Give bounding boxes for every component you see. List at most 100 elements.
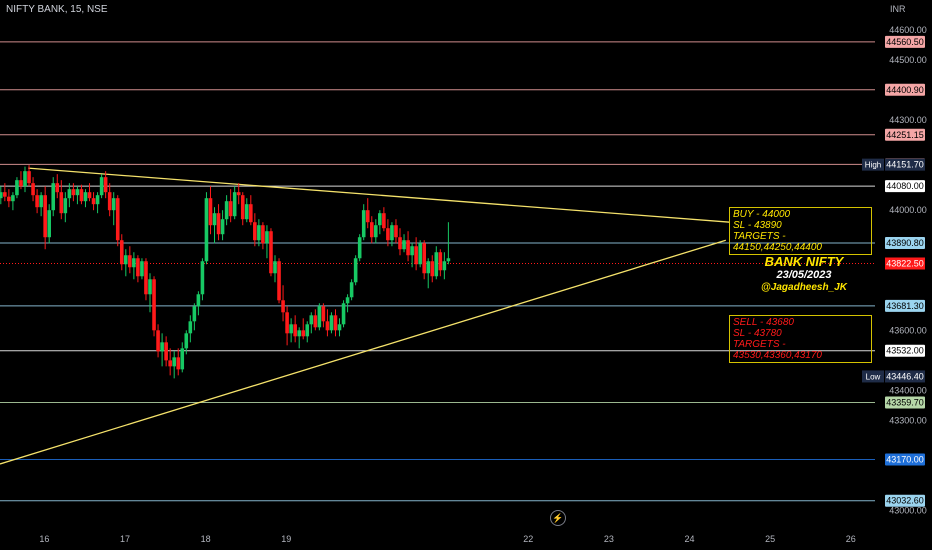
candle-body	[124, 255, 128, 265]
y-tick-label: 44300.00	[889, 115, 927, 125]
candle-body	[0, 192, 3, 199]
candle-body	[208, 198, 213, 226]
x-tick-label: 18	[201, 534, 211, 544]
annotation-title: BANK NIFTY	[764, 254, 844, 269]
marker-price-tag	[885, 257, 925, 270]
chart-annotation: BANK NIFTY 23/05/2023 @Jagadheesh_JK	[760, 254, 848, 294]
candle-body	[103, 177, 108, 193]
y-tick-label: 44600.00	[889, 25, 927, 35]
candle-body	[23, 171, 27, 187]
level-price-label: 43170.00	[886, 454, 924, 464]
candle-body	[107, 192, 112, 211]
sell-setup-box: SELL - 43680 SL - 43780 TARGETS - 43530,…	[729, 315, 872, 363]
lightning-icon[interactable]: ⚡	[550, 510, 566, 526]
candle-body	[398, 237, 402, 250]
level-price-label: 43532.00	[886, 346, 924, 356]
candle-body	[35, 195, 39, 208]
marker-price-tag	[885, 370, 925, 383]
candle-body	[236, 192, 241, 196]
level-price-label: 43681.30	[886, 301, 924, 311]
candle-body	[438, 252, 443, 271]
candle-body	[111, 198, 116, 211]
y-tick-label: 44500.00	[889, 55, 927, 65]
y-tick-label: 44000.00	[889, 205, 927, 215]
candle-body	[168, 360, 172, 367]
candle-body	[99, 177, 104, 196]
level-price-tag	[885, 83, 925, 96]
candle-body	[321, 306, 326, 322]
candle-body	[337, 324, 342, 331]
candle-body	[365, 210, 370, 223]
candle-body	[180, 348, 185, 370]
candle-body	[293, 324, 297, 337]
candle-body	[75, 189, 80, 196]
candle-body	[43, 195, 47, 238]
candle-body	[212, 213, 217, 226]
candle-body	[132, 258, 136, 268]
candle-body	[144, 261, 148, 295]
candle-body	[224, 201, 229, 220]
y-tick-label: 43400.00	[889, 385, 927, 395]
y-tick-label: 43600.00	[889, 325, 927, 335]
candle-body	[47, 210, 51, 238]
candle-body	[39, 195, 43, 208]
candle-body	[249, 204, 253, 223]
candle-body	[277, 261, 281, 301]
candle-body	[188, 321, 193, 334]
candle-body	[353, 258, 358, 283]
x-tick-label: 23	[604, 534, 614, 544]
candle-body	[357, 237, 362, 259]
level-price-label: 43032.60	[886, 496, 924, 506]
level-price-label: 44251.15	[886, 130, 924, 140]
candle-body	[289, 324, 293, 334]
level-price-tag	[885, 344, 925, 357]
level-price-label: 44560.50	[886, 37, 924, 47]
level-price-tag	[885, 494, 925, 507]
candle-body	[119, 240, 124, 265]
candle-body	[244, 204, 249, 220]
candle-body	[51, 183, 56, 211]
candle-body	[11, 195, 15, 202]
candle-body	[79, 189, 84, 202]
candle-body	[313, 315, 318, 328]
candle-body	[3, 192, 7, 197]
marker-name: Low	[866, 372, 881, 381]
candle-body	[345, 297, 350, 304]
y-tick-label: 43000.00	[889, 505, 927, 515]
candle-body	[394, 225, 398, 238]
candle-body	[200, 261, 205, 295]
candle-body	[192, 306, 197, 322]
symbol-header: NIFTY BANK, 15, NSE	[6, 4, 108, 15]
candle-body	[297, 330, 301, 337]
candle-body	[261, 225, 265, 244]
candle-body	[232, 192, 237, 217]
x-tick-label: 19	[281, 534, 291, 544]
candle-body	[402, 240, 406, 250]
candle-body	[301, 330, 306, 337]
x-tick-label: 24	[685, 534, 695, 544]
candle-body	[83, 192, 88, 202]
annotation-date: 23/05/2023	[776, 269, 832, 281]
candle-body	[281, 300, 285, 313]
candle-body	[128, 255, 132, 268]
candle-body	[164, 342, 168, 361]
candle-body	[422, 243, 426, 274]
candle-body	[240, 195, 245, 220]
sell-targets: TARGETS - 43530,43360,43170	[733, 339, 822, 361]
candle-body	[95, 195, 100, 205]
trendlines	[0, 167, 730, 465]
trendline	[28, 167, 730, 223]
buy-setup-box: BUY - 44000 SL - 43890 TARGETS - 44150,4…	[729, 207, 872, 255]
candle-body	[341, 303, 346, 325]
candle-body	[176, 357, 181, 370]
candle-body	[19, 180, 23, 187]
candle-body	[378, 213, 382, 226]
level-price-tag	[885, 236, 925, 249]
candle-body	[63, 198, 68, 214]
marker-price-label: 43446.40	[886, 371, 924, 381]
candle-body	[285, 312, 289, 334]
candle-body	[91, 198, 96, 205]
candle-body	[67, 189, 72, 199]
x-tick-label: 22	[523, 534, 533, 544]
candle-body	[361, 210, 366, 238]
